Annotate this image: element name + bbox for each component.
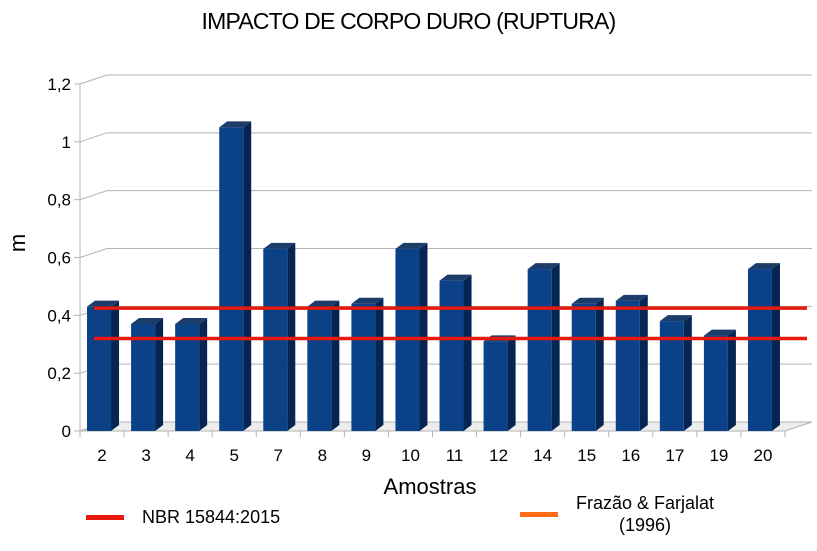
legend-swatch-frazao <box>520 511 558 517</box>
y-tick-label: 0,4 <box>47 306 71 325</box>
bar-top <box>747 263 780 270</box>
bar-side <box>595 297 604 431</box>
x-tick-label: 12 <box>489 446 508 465</box>
bar-top <box>571 297 604 304</box>
x-tick-label: 7 <box>274 446 283 465</box>
bar-top <box>87 300 120 307</box>
x-tick-label: 8 <box>318 446 327 465</box>
bar <box>747 269 772 431</box>
bar-side <box>243 121 252 431</box>
bar <box>615 300 640 431</box>
bar-side <box>463 274 472 431</box>
gridline <box>79 248 812 258</box>
x-tick-label: 2 <box>97 446 106 465</box>
bar-top <box>659 315 692 322</box>
y-tick-label: 0,6 <box>47 249 71 268</box>
bar-side <box>155 318 164 431</box>
gridline <box>79 74 812 85</box>
x-tick-label: 16 <box>621 446 640 465</box>
bar <box>483 341 508 431</box>
bar <box>439 280 464 431</box>
x-tick-label: 11 <box>446 446 464 465</box>
bar-side <box>727 329 736 431</box>
bar <box>571 303 596 431</box>
legend-label-frazao: Frazão & Farjalat (1996) <box>576 492 714 536</box>
x-tick-label: 10 <box>401 446 420 465</box>
chart-title: IMPACTO DE CORPO DURO (RUPTURA) <box>201 8 617 34</box>
bar-top <box>615 294 648 301</box>
x-tick-label: 4 <box>185 446 194 465</box>
bar-side <box>507 335 516 431</box>
x-axis-title: Amostras <box>383 474 477 499</box>
bar-top <box>307 300 340 307</box>
bar <box>527 269 552 431</box>
bar <box>131 324 156 431</box>
x-tick-label: 20 <box>754 446 773 465</box>
bar-side <box>111 300 120 431</box>
bar-top <box>351 297 384 304</box>
x-tick-label: 19 <box>709 446 728 465</box>
bar-top <box>703 329 736 336</box>
y-tick-label: 0 <box>62 422 71 441</box>
x-tick-label: 5 <box>229 446 238 465</box>
x-tick-label: 17 <box>665 446 684 465</box>
x-tick-label: 15 <box>577 446 596 465</box>
y-tick-label: 1,2 <box>47 75 71 94</box>
legend-swatch-nbr <box>86 515 124 520</box>
bar-side <box>199 318 208 431</box>
bar <box>87 306 112 431</box>
bar <box>175 324 200 431</box>
bar-side <box>639 294 648 431</box>
y-tick-label: 0,2 <box>47 364 71 383</box>
gridline <box>79 132 812 143</box>
x-tick-label: 3 <box>141 446 150 465</box>
legend-label-frazao-line2: (1996) <box>619 515 672 535</box>
bar <box>307 306 332 431</box>
bar-top <box>219 121 252 128</box>
bar <box>219 127 244 431</box>
legend-label-nbr: NBR 15844:2015 <box>142 507 281 527</box>
y-axis-title: m <box>5 233 30 253</box>
y-tick-label: 0,8 <box>47 191 71 210</box>
bar <box>351 303 376 431</box>
legend-label-frazao-line1: Frazão & Farjalat <box>576 493 715 513</box>
legend-entry-frazao: Frazão & Farjalat (1996) <box>520 492 714 536</box>
bar <box>703 335 728 431</box>
bar-top <box>395 242 428 249</box>
x-tick-label: 9 <box>362 446 371 465</box>
bar-side <box>771 263 780 431</box>
bar-top <box>527 263 560 270</box>
legend-entry-nbr: NBR 15844:2015 <box>86 507 280 528</box>
x-tick-label: 14 <box>533 446 552 465</box>
bar-top <box>175 318 208 325</box>
bar-side <box>551 263 560 431</box>
bar-side <box>331 300 340 431</box>
bar-top <box>439 274 472 281</box>
bar-side <box>683 315 692 431</box>
bar-top <box>263 242 296 249</box>
bar-side <box>375 297 384 431</box>
bar-top <box>131 318 164 325</box>
y-tick-label: 1 <box>62 133 71 152</box>
gridline <box>79 190 812 201</box>
